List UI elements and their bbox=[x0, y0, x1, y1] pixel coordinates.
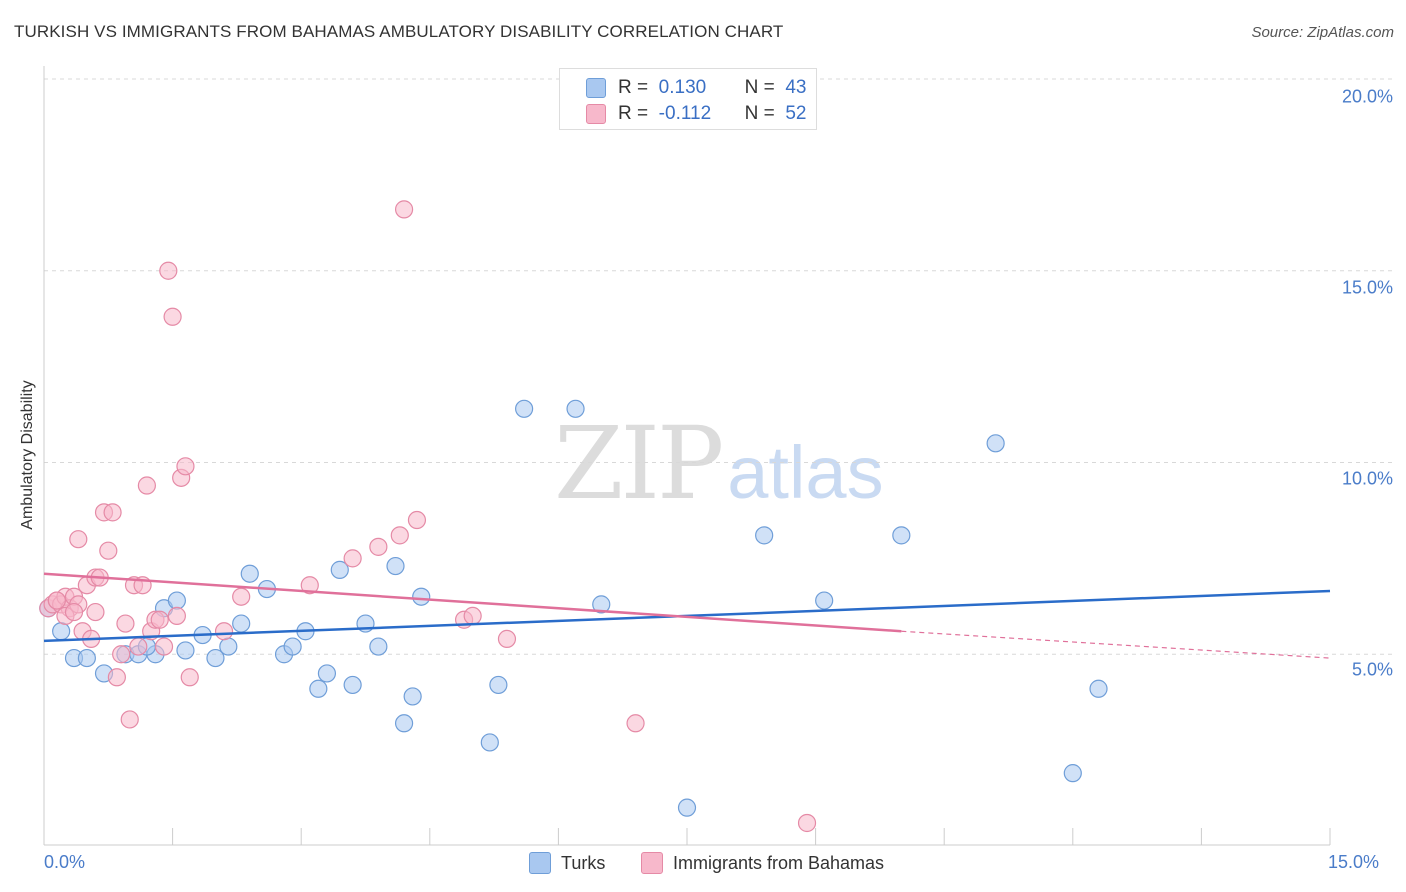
turks-point bbox=[755, 526, 774, 545]
y-tick-label: 10.0% bbox=[1341, 468, 1393, 489]
bahamas-point bbox=[232, 587, 251, 606]
legend-row-turks: R = 0.130 N = 43 bbox=[586, 77, 806, 99]
turks-point bbox=[403, 687, 422, 706]
turks-point bbox=[167, 591, 186, 610]
turks-point bbox=[232, 614, 251, 633]
bahamas-point bbox=[407, 510, 427, 530]
turks-point bbox=[309, 679, 328, 698]
bahamas-point bbox=[112, 645, 131, 664]
legend-row-bahamas: R = -0.112 N = 52 bbox=[586, 103, 806, 125]
turks-point bbox=[77, 648, 96, 668]
bahamas-point bbox=[86, 602, 105, 622]
y-axis-label: Ambulatory Disability bbox=[19, 380, 36, 530]
turks-point bbox=[566, 399, 585, 418]
bottom-legend-bahamas: Immigrants from Bahamas bbox=[641, 852, 884, 874]
r-label: R = bbox=[618, 77, 649, 98]
bahamas-point bbox=[137, 476, 156, 495]
bahamas-point bbox=[150, 610, 169, 629]
bahamas-point bbox=[214, 622, 234, 641]
bahamas-point bbox=[120, 710, 139, 729]
n-label: N = bbox=[744, 103, 775, 124]
source-label: Source: ZipAtlas.com bbox=[1251, 24, 1394, 41]
bahamas-n-value: 52 bbox=[785, 103, 807, 124]
watermark: ZIPatlas bbox=[554, 405, 884, 522]
turks-swatch bbox=[529, 852, 551, 874]
turks-swatch bbox=[586, 78, 606, 98]
bahamas-point bbox=[47, 591, 66, 610]
turks-point bbox=[343, 675, 362, 695]
n-label: N = bbox=[744, 77, 775, 98]
chart-title: TURKISH VS IMMIGRANTS FROM BAHAMAS AMBUL… bbox=[14, 22, 784, 41]
turks-r-value: 0.130 bbox=[658, 77, 707, 98]
bahamas-point bbox=[626, 714, 645, 733]
turks-point bbox=[986, 434, 1005, 453]
x-tick-label: 0.0% bbox=[44, 852, 86, 872]
y-tick-label: 15.0% bbox=[1341, 277, 1393, 298]
bahamas-point bbox=[107, 668, 126, 687]
turks-point bbox=[412, 587, 431, 606]
turks-point bbox=[394, 714, 414, 733]
bahamas-point bbox=[116, 614, 135, 633]
legend-label-turks: Turks bbox=[561, 852, 606, 873]
turks-point bbox=[240, 564, 259, 583]
turks-point bbox=[480, 733, 499, 752]
turks-point bbox=[1089, 679, 1108, 698]
bahamas-point bbox=[154, 637, 174, 656]
turks-point bbox=[317, 664, 337, 683]
bahamas-point bbox=[394, 200, 414, 219]
turks-n-value: 43 bbox=[785, 77, 807, 98]
turks-point bbox=[892, 526, 911, 545]
turks-point bbox=[592, 595, 611, 614]
bahamas-point bbox=[159, 261, 178, 280]
bahamas-point bbox=[369, 537, 388, 556]
bahamas-point bbox=[180, 668, 199, 687]
turks-point bbox=[515, 399, 534, 418]
bahamas-point bbox=[300, 576, 319, 595]
bahamas-point bbox=[99, 541, 118, 560]
legend-label-bahamas: Immigrants from Bahamas bbox=[673, 852, 885, 873]
bahamas-point bbox=[176, 457, 195, 476]
bahamas-point bbox=[797, 813, 817, 833]
bahamas-point bbox=[463, 606, 482, 626]
watermark-zip: ZIP bbox=[554, 405, 724, 522]
bottom-legend-turks: Turks bbox=[529, 852, 605, 874]
turks-point bbox=[283, 637, 302, 656]
bahamas-r-value: -0.112 bbox=[658, 103, 712, 124]
turks-point bbox=[489, 675, 508, 695]
correlation-legend: R = 0.130 N = 43 R = -0.112 N = 52 bbox=[559, 68, 817, 130]
turks-point bbox=[677, 798, 697, 817]
turks-point bbox=[219, 637, 238, 656]
y-tick-label: 5.0% bbox=[1351, 659, 1393, 680]
turks-point bbox=[815, 591, 834, 610]
turks-point bbox=[330, 560, 349, 579]
bahamas-point bbox=[129, 637, 148, 656]
bahamas-point bbox=[167, 606, 186, 626]
bahamas-point bbox=[497, 629, 517, 649]
bahamas-point bbox=[390, 526, 409, 545]
y-tick-label: 20.0% bbox=[1341, 86, 1393, 107]
bahamas-trendline bbox=[43, 572, 902, 633]
turks-point bbox=[176, 641, 195, 660]
turks-point bbox=[1063, 764, 1082, 783]
r-label: R = bbox=[618, 103, 649, 124]
bahamas-point bbox=[163, 307, 182, 326]
turks-point bbox=[369, 637, 388, 656]
turks-point bbox=[386, 556, 405, 576]
x-tick-label: 15.0% bbox=[1328, 852, 1380, 872]
turks-point bbox=[206, 648, 225, 668]
bahamas-point bbox=[69, 530, 88, 549]
turks-point bbox=[52, 622, 71, 641]
bahamas-point bbox=[103, 503, 122, 522]
watermark-atlas: atlas bbox=[727, 431, 884, 514]
bahamas-point bbox=[343, 549, 362, 568]
bahamas-swatch bbox=[641, 852, 663, 874]
bahamas-point bbox=[64, 602, 84, 622]
bahamas-swatch bbox=[586, 104, 606, 124]
